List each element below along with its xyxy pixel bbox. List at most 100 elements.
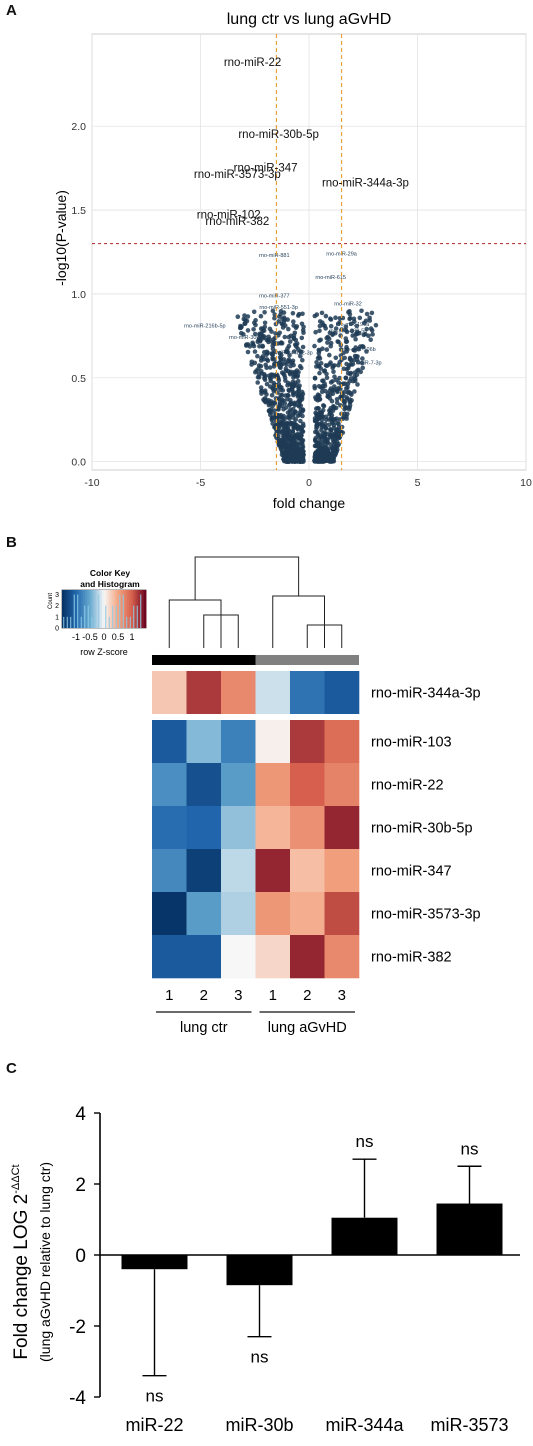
heatmap-cell	[152, 892, 187, 936]
data-point	[281, 407, 286, 412]
data-point	[329, 415, 334, 421]
x-tick-label: -5	[196, 477, 205, 489]
bar-chart-annotations: ns ns ns ns	[146, 1132, 479, 1406]
data-point	[357, 315, 363, 321]
color-key-y-tick: 1	[55, 614, 59, 621]
significance-label: ns	[251, 1348, 269, 1367]
color-key-title: Color Key	[90, 568, 130, 578]
data-point	[267, 326, 273, 332]
data-point	[279, 393, 285, 398]
data-point	[268, 376, 273, 382]
heatmap-row-label: rno-miR-382	[371, 950, 452, 966]
gradient-step	[125, 590, 128, 628]
heatmap-cell	[324, 720, 360, 764]
gradient-step	[70, 590, 73, 628]
data-point	[292, 342, 298, 348]
heatmap-row-label: rno-miR-22	[371, 778, 444, 794]
data-point	[293, 325, 299, 331]
data-point	[355, 382, 360, 387]
data-point	[343, 327, 349, 333]
data-point	[252, 349, 258, 354]
color-key: Color Key and Histogram Count 0 1 2 3 -1 -0.…	[48, 568, 147, 657]
data-point	[322, 381, 327, 387]
data-point	[298, 349, 303, 354]
data-point	[333, 405, 339, 411]
gradient-step	[108, 590, 111, 628]
data-point	[364, 311, 370, 317]
gradient-step	[95, 590, 99, 628]
heatmap-cell	[152, 671, 187, 714]
color-key-y-ticks: 0 1 2 3	[55, 592, 59, 633]
heatmap-cell	[186, 671, 222, 714]
data-point	[351, 347, 356, 353]
heatmap-cell	[186, 763, 222, 807]
gradient-step	[129, 590, 132, 628]
heatmap-cell	[290, 892, 325, 936]
data-point	[294, 458, 299, 463]
highlighted-mirna-label: rno-miR-382	[205, 216, 269, 228]
data-point	[369, 310, 375, 316]
gradient-step	[120, 590, 124, 628]
data-point	[300, 357, 305, 363]
data-point	[251, 343, 257, 349]
heatmap-cell	[221, 763, 256, 807]
category-label: miR-30b	[225, 1415, 293, 1435]
y-axis-label-sup: -ΔΔCt	[10, 1164, 22, 1193]
data-point	[313, 429, 318, 435]
heatmap-cell	[255, 720, 291, 764]
heatmap-cell	[186, 720, 222, 764]
bar-chart-y-ticks: -4 -2 0 2 4	[69, 1104, 100, 1409]
data-point	[271, 382, 277, 388]
color-key-x-tick: 0	[101, 632, 106, 642]
data-point	[285, 396, 290, 402]
heatmap-group-label: lung ctr	[180, 1020, 228, 1036]
heatmap-column-label: 2	[200, 987, 208, 1004]
data-point	[259, 355, 264, 361]
data-point	[264, 381, 270, 387]
data-point	[277, 403, 282, 408]
highlighted-mirna-label: rno-miR-30b-5p	[238, 129, 319, 141]
heatmap-cell	[186, 806, 222, 850]
data-point	[264, 365, 269, 371]
y-tick-label: 2	[75, 1175, 86, 1196]
heatmap-cell	[255, 849, 291, 893]
data-point	[255, 374, 261, 380]
data-point	[264, 357, 270, 362]
data-point	[355, 368, 360, 374]
data-point	[300, 407, 306, 412]
data-point	[334, 427, 340, 433]
data-point	[319, 410, 325, 416]
gradient-step	[101, 590, 105, 628]
minor-point-label: rno-miR-881	[259, 253, 290, 259]
data-point	[283, 323, 288, 328]
heatmap-cell	[290, 935, 325, 979]
heatmap-cell	[221, 806, 256, 850]
heatmap-cell	[152, 720, 187, 764]
heatmap-column-label: 2	[303, 987, 311, 1004]
data-point	[343, 375, 349, 381]
data-point	[297, 431, 303, 437]
group-bar-segment	[152, 655, 256, 665]
data-point	[255, 353, 260, 359]
data-point	[296, 369, 301, 375]
data-point	[276, 360, 282, 366]
data-point	[289, 401, 294, 407]
data-point	[286, 358, 291, 364]
data-point	[368, 326, 374, 331]
data-point	[327, 352, 332, 358]
highlighted-mirna-label: rno-miR-347	[234, 163, 298, 175]
data-point	[317, 323, 323, 329]
highlighted-mirna-label: rno-miR-344a-3p	[322, 178, 409, 190]
heatmap-row-label: rno-miR-344a-3p	[371, 686, 481, 702]
heatmap-column-label: 3	[338, 987, 346, 1004]
data-point	[315, 405, 321, 411]
data-point	[289, 455, 295, 461]
bar-chart-error-bars	[142, 1158, 482, 1377]
data-point	[336, 362, 341, 368]
data-point	[348, 370, 354, 376]
data-point	[287, 353, 292, 358]
data-point	[277, 314, 282, 319]
y-tick-label: 2.0	[71, 121, 86, 133]
gradient-step	[93, 590, 96, 628]
